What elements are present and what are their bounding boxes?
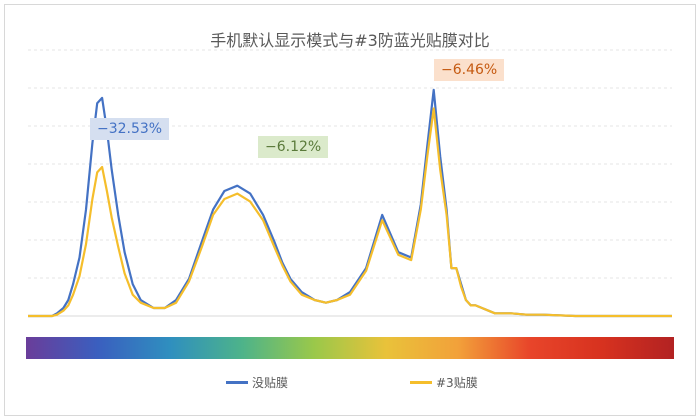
legend: 没贴膜 #3贴膜 <box>0 374 700 392</box>
legend-swatch-film <box>410 381 432 384</box>
annotation-peak-blue: −32.53% <box>90 118 170 140</box>
series-layer <box>28 88 672 318</box>
legend-label-film: #3贴膜 <box>436 376 478 390</box>
legend-swatch-no-film <box>226 381 248 384</box>
visible-spectrum-bar <box>26 337 674 359</box>
annotation-peak-orange: −6.46% <box>434 59 505 81</box>
legend-item-no-film: 没贴膜 <box>226 374 288 391</box>
annotation-peak-green: −6.12% <box>258 136 329 158</box>
series-line-film <box>28 107 672 318</box>
chart-title: 手机默认显示模式与#3防蓝光贴膜对比 <box>210 31 490 50</box>
legend-label-no-film: 没贴膜 <box>252 376 289 390</box>
grid-lines <box>28 49 672 317</box>
legend-item-film: #3贴膜 <box>410 374 478 391</box>
